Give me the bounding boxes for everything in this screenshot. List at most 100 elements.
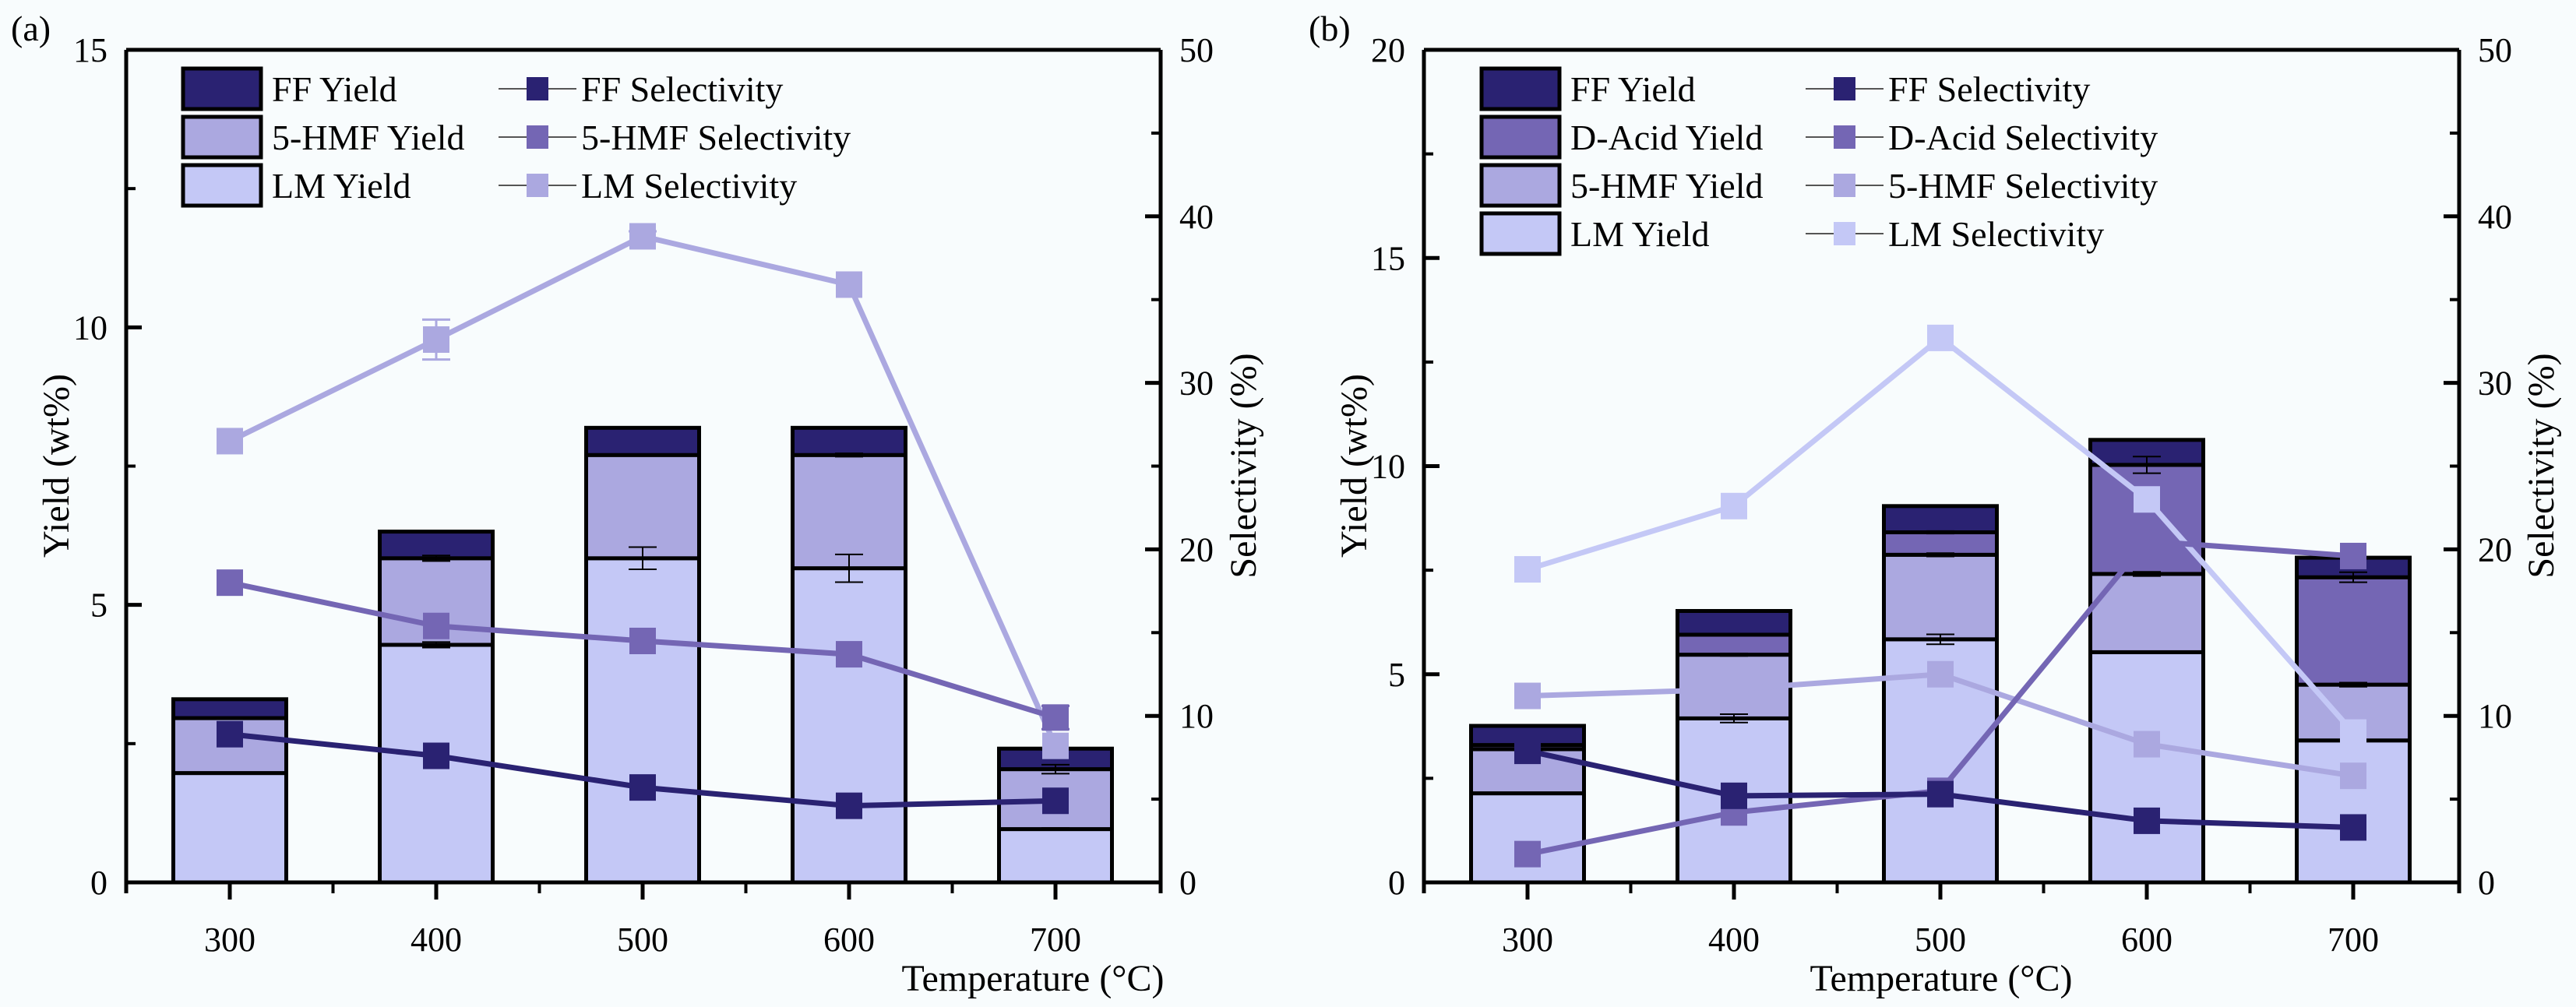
x-axis-title: Temperature (°C) bbox=[901, 958, 1164, 999]
marker-ff-selectivity-400 bbox=[423, 742, 449, 769]
bar-ff-yield-500 bbox=[1882, 504, 1999, 534]
legend-swatch-ff-yield bbox=[1479, 66, 1562, 111]
legend-marker-d-acid-selectivity bbox=[1834, 125, 1855, 149]
lines bbox=[1514, 324, 2366, 868]
bar-ff-yield-400 bbox=[1676, 609, 1792, 637]
axes: 300 400 500 600 700 0 5 10 15 20 0 10 20 30 40 50 bbox=[1371, 31, 2512, 959]
legend-label: LM Selectivity bbox=[581, 166, 797, 206]
y2-axis-title: Selectivity (%) bbox=[2521, 353, 2562, 578]
x-tick-label: 300 bbox=[204, 921, 255, 959]
y2-tick-label: 40 bbox=[1179, 198, 1214, 236]
legend-label: FF Yield bbox=[1570, 69, 1696, 109]
y2-tick-label: 10 bbox=[1179, 697, 1214, 735]
bar-ff-yield-500 bbox=[584, 425, 701, 457]
marker-lm-selectivity-500 bbox=[1927, 324, 1954, 351]
y-tick-label: 0 bbox=[1388, 864, 1405, 902]
marker-ff-selectivity-300 bbox=[1514, 738, 1541, 765]
bar-d-acid-yield-500 bbox=[1882, 530, 1999, 557]
y-tick-label: 5 bbox=[1388, 656, 1405, 694]
bar-5-hmf-yield-600 bbox=[791, 452, 907, 571]
lines bbox=[217, 223, 1070, 819]
legend-label: FF Selectivity bbox=[581, 69, 783, 109]
marker-5-hmf-selectivity-600 bbox=[836, 641, 862, 668]
marker-d-acid-selectivity-300 bbox=[1514, 840, 1541, 868]
bar-5-hmf-yield-500 bbox=[1882, 552, 1999, 642]
marker-ff-selectivity-500 bbox=[1927, 780, 1954, 808]
marker-ff-selectivity-400 bbox=[1721, 782, 1747, 809]
y2-tick-label: 0 bbox=[1179, 864, 1196, 902]
bar-ff-yield-300 bbox=[171, 697, 288, 720]
marker-5-hmf-selectivity-300 bbox=[1514, 682, 1541, 709]
legend-label: 5-HMF Selectivity bbox=[1888, 166, 2158, 206]
y-axis-title: Yield (wt%) bbox=[1334, 374, 1375, 558]
marker-5-hmf-selectivity-600 bbox=[2134, 731, 2160, 758]
legend-label: 5-HMF Yield bbox=[1570, 166, 1763, 206]
bar-d-acid-yield-400 bbox=[1676, 632, 1792, 657]
marker-5-hmf-selectivity-400 bbox=[1721, 675, 1747, 702]
x-tick-label: 400 bbox=[1708, 921, 1760, 959]
marker-5-hmf-selectivity-700 bbox=[1042, 704, 1069, 731]
y-tick-label: 15 bbox=[1371, 239, 1405, 277]
legend-label: 5-HMF Selectivity bbox=[581, 118, 851, 157]
y-tick-label: 0 bbox=[90, 864, 107, 902]
marker-ff-selectivity-600 bbox=[2134, 807, 2160, 834]
panel-label: (b) bbox=[1309, 9, 1351, 48]
x-tick-label: 700 bbox=[1030, 921, 1081, 959]
bar-error-bars bbox=[422, 452, 1070, 832]
y2-axis-title: Selectivity (%) bbox=[1223, 353, 1264, 578]
bar-lm-yield-300 bbox=[171, 771, 288, 885]
marker-lm-selectivity-600 bbox=[836, 271, 862, 298]
legend-marker-5-hmf-selectivity bbox=[1834, 174, 1855, 197]
x-tick-label: 400 bbox=[411, 921, 462, 959]
marker-lm-selectivity-300 bbox=[217, 428, 243, 455]
legend-marker-ff-selectivity bbox=[1834, 77, 1855, 100]
x-tick-label: 700 bbox=[2328, 921, 2379, 959]
legend-swatch-5-hmf-yield bbox=[181, 114, 263, 160]
x-tick-label: 500 bbox=[617, 921, 668, 959]
legend-marker-5-hmf-selectivity bbox=[527, 125, 548, 149]
marker-lm-selectivity-500 bbox=[629, 223, 656, 250]
bar-lm-yield-600 bbox=[791, 566, 907, 885]
legend-swatch-lm-yield bbox=[181, 163, 263, 208]
marker-ff-selectivity-600 bbox=[836, 792, 862, 819]
legend-marker-lm-selectivity bbox=[527, 174, 548, 197]
marker-ff-selectivity-500 bbox=[629, 774, 656, 801]
legend-label: D-Acid Yield bbox=[1570, 118, 1763, 157]
panel-a: (a) Temperature (°C) Yield (wt%) Selecti… bbox=[11, 9, 1264, 999]
x-tick-label: 600 bbox=[2121, 921, 2173, 959]
legend-swatch-ff-yield bbox=[181, 66, 263, 111]
bar-lm-yield-300 bbox=[1469, 791, 1586, 885]
legend-marker-ff-selectivity bbox=[527, 77, 548, 100]
marker-ff-selectivity-700 bbox=[2340, 814, 2366, 841]
legend-label: FF Yield bbox=[272, 69, 397, 109]
legend-label: FF Selectivity bbox=[1888, 69, 2090, 109]
bar-lm-yield-700 bbox=[997, 827, 1114, 885]
legend-swatch-d-acid-yield bbox=[1479, 114, 1562, 160]
marker-ff-selectivity-700 bbox=[1042, 787, 1069, 815]
bar-lm-yield-700 bbox=[2295, 738, 2412, 885]
legend: FF Yield 5-HMF Yield LM Yield FF Selectivit… bbox=[181, 66, 851, 208]
marker-5-hmf-selectivity-500 bbox=[1927, 660, 1954, 688]
bar-lm-yield-600 bbox=[2088, 650, 2205, 885]
y2-tick-label: 10 bbox=[2478, 697, 2512, 735]
bar-5-hmf-yield-500 bbox=[584, 452, 701, 561]
y-tick-label: 15 bbox=[73, 31, 107, 69]
bar-lm-yield-500 bbox=[584, 556, 701, 885]
x-tick-label: 300 bbox=[1502, 921, 1553, 959]
legend-swatch-lm-yield bbox=[1479, 211, 1562, 256]
y2-tick-label: 0 bbox=[2478, 864, 2495, 902]
bar-d-acid-yield-600 bbox=[2088, 463, 2205, 576]
legend-label: LM Yield bbox=[1570, 214, 1709, 254]
marker-5-hmf-selectivity-300 bbox=[217, 569, 243, 597]
legend-label: LM Yield bbox=[272, 166, 411, 206]
legend-label: D-Acid Selectivity bbox=[1888, 118, 2158, 157]
marker-5-hmf-selectivity-500 bbox=[629, 627, 656, 654]
legend: FF Yield D-Acid Yield 5-HMF Yield LM Yield F… bbox=[1479, 66, 2158, 256]
y-axis-title: Yield (wt%) bbox=[36, 374, 77, 558]
marker-lm-selectivity-600 bbox=[2134, 486, 2160, 513]
marker-5-hmf-selectivity-700 bbox=[2340, 762, 2366, 790]
y-tick-label: 5 bbox=[90, 586, 107, 625]
panel-b: (b) Temperature (°C) Yield (wt%) Selecti… bbox=[1309, 9, 2562, 999]
y2-tick-label: 50 bbox=[2478, 31, 2512, 69]
y-tick-label: 10 bbox=[1371, 448, 1405, 486]
